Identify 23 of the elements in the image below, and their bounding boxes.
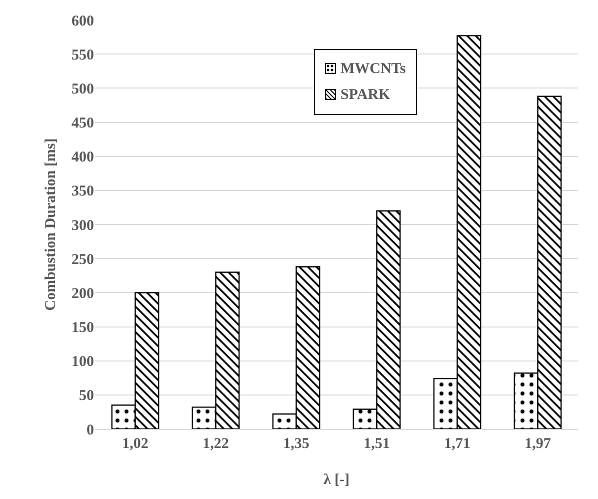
y-tick-label: 400 [72,150,94,166]
y-tick-label: 250 [72,252,94,268]
x-tick-label: 1,97 [524,436,552,452]
y-tick-label: 500 [72,81,94,98]
x-axis-title: λ [-] [323,472,350,488]
y-tick-label: 200 [72,286,94,302]
x-tick-label: 1,22 [202,436,229,452]
y-tick-label: 150 [72,320,94,336]
y-tick-label: 350 [72,184,94,200]
y-tick-label: 450 [72,116,94,132]
y-tick-label: 300 [72,218,94,234]
legend-label: MWCNTs [340,60,406,79]
y-tick-label: 600 [72,13,94,30]
y-axis-title: Combustion Duration [ms] [43,138,59,311]
x-tick-label: 1,71 [444,436,470,452]
y-tick-label: 100 [72,354,94,370]
x-tick-label: 1,02 [122,436,148,452]
x-tick-label: 1,51 [364,436,390,452]
x-tick-label: 1,35 [283,436,310,452]
y-tick-label: 0 [86,422,94,438]
y-tick-label: 550 [72,47,94,64]
legend-label: SPARK [340,86,390,105]
y-tick-label: 50 [79,388,94,404]
